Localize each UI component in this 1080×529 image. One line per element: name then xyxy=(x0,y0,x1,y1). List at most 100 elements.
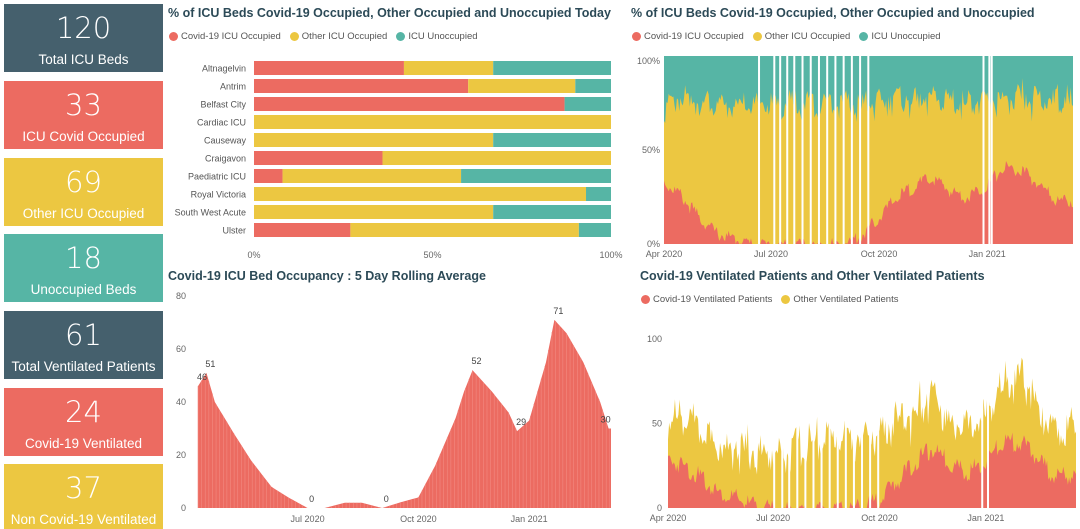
y-tick-label: 60 xyxy=(176,344,186,354)
bar-segment xyxy=(254,61,404,75)
y-tick-label: 80 xyxy=(176,291,186,301)
data-gap xyxy=(793,56,796,244)
data-gap xyxy=(990,56,993,244)
x-tick-label: Oct 2020 xyxy=(400,514,437,524)
legend-label: Covid-19 Ventilated Patients xyxy=(653,294,773,305)
data-label: 29 xyxy=(516,417,526,427)
y-tick-label: 100% xyxy=(637,56,660,66)
category-label: Causeway xyxy=(204,136,247,146)
data-gap xyxy=(861,322,864,509)
category-label: Paediatric ICU xyxy=(188,172,246,182)
legend-label: Other Ventilated Patients xyxy=(793,294,899,305)
bar-segment xyxy=(282,169,462,183)
legend-label: ICU Unoccupied xyxy=(871,31,941,42)
bar-segment xyxy=(254,151,383,165)
category-label: Royal Victoria xyxy=(191,190,246,200)
data-gap xyxy=(801,56,804,244)
data-gap xyxy=(988,56,991,244)
data-gap xyxy=(773,56,776,244)
kpi-icu-covid-occupied[interactable]: 33 ICU Covid Occupied xyxy=(4,81,163,149)
data-gap xyxy=(786,56,789,244)
x-tick-label: 100% xyxy=(599,250,622,260)
bar-segment xyxy=(254,79,469,93)
kpi-label: ICU Covid Occupied xyxy=(22,129,145,144)
bar-segment xyxy=(578,223,611,237)
bar-segment xyxy=(493,205,611,219)
legend-item[interactable]: Other Ventilated Patients xyxy=(781,294,898,305)
data-gap xyxy=(867,56,870,244)
kpi-covid-ventilated[interactable]: 24 Covid-19 Ventilated xyxy=(4,388,163,456)
kpi-non-covid-ventilated[interactable]: 37 Non Covid-19 Ventilated xyxy=(4,464,163,529)
covid-occupied-area xyxy=(664,160,1073,244)
y-tick-label: 50% xyxy=(642,145,660,155)
data-label: 51 xyxy=(205,359,215,369)
data-gap xyxy=(852,322,855,509)
kpi-value: 120 xyxy=(55,11,112,45)
x-tick-label: Oct 2020 xyxy=(861,513,898,523)
kpi-other-icu-occupied[interactable]: 69 Other ICU Occupied xyxy=(4,158,163,226)
kpi-label: Covid-19 Ventilated xyxy=(24,436,143,451)
data-gap xyxy=(834,56,837,244)
kpi-unoccupied-beds[interactable]: 18 Unoccupied Beds xyxy=(4,234,163,302)
kpi-value: 33 xyxy=(65,88,102,122)
y-tick-label: 50 xyxy=(652,418,662,428)
category-label: South West Acute xyxy=(175,208,246,218)
kpi-label: Other ICU Occupied xyxy=(22,206,145,221)
kpi-total-ventilated[interactable]: 61 Total Ventilated Patients xyxy=(4,311,163,379)
x-tick-label: Jan 2021 xyxy=(969,249,1006,259)
y-tick-label: 20 xyxy=(176,450,186,460)
data-gap xyxy=(828,322,831,509)
history-chart-title: % of ICU Beds Covid-19 Occupied, Other O… xyxy=(631,6,1035,20)
legend-dot-icon xyxy=(859,32,869,41)
legend-item[interactable]: Other ICU Occupied xyxy=(289,31,388,42)
data-label: 52 xyxy=(472,356,482,366)
ventilated-area-chart[interactable]: 0 50 100 Apr 2020 Jul 2020 Oct 2020 Jan 2021 xyxy=(640,312,1078,529)
ventilated-chart-legend: Covid-19 Ventilated Patients Other Venti… xyxy=(641,294,898,305)
today-bar-chart[interactable]: Altnagelvin Antrim Belfast City Cardiac ICU… xyxy=(168,50,623,265)
data-gap xyxy=(877,322,880,509)
bar-segment xyxy=(254,115,611,129)
covid-occupancy-area xyxy=(198,319,611,508)
history-area-chart[interactable]: 0% 50% 100% Apr 2020 Jul 2020 Oct 2020 Jan 202… xyxy=(628,50,1078,265)
data-gap xyxy=(781,322,784,509)
x-tick-label: Jul 2020 xyxy=(754,249,788,259)
data-gap xyxy=(836,322,839,509)
legend-item[interactable]: Covid-19 ICU Occupied xyxy=(632,31,744,42)
legend-label: Other ICU Occupied xyxy=(301,31,388,42)
legend-label: Covid-19 ICU Occupied xyxy=(644,31,744,42)
data-gap xyxy=(773,322,776,509)
bar-segment xyxy=(586,187,611,201)
legend-dot-icon xyxy=(169,32,178,41)
legend-dot-icon xyxy=(289,32,299,41)
data-gap xyxy=(981,322,984,509)
bar-segment xyxy=(403,61,494,75)
legend-item[interactable]: ICU Unoccupied xyxy=(396,31,478,42)
x-tick-label: Jan 2021 xyxy=(967,513,1004,523)
legend-item[interactable]: ICU Unoccupied xyxy=(859,31,941,42)
rolling-average-chart[interactable]: 0 20 40 60 80 46 51 0 0 52 29 71 30 Jul 2020 Oct 2020 J… xyxy=(168,288,623,529)
legend-item[interactable]: Covid-19 Ventilated Patients xyxy=(641,294,772,305)
category-label: Altnagelvin xyxy=(202,64,246,74)
y-tick-label: 0 xyxy=(181,503,186,513)
bar-segment xyxy=(254,133,494,147)
x-tick-label: 0% xyxy=(247,250,260,260)
y-tick-label: 0 xyxy=(657,503,662,513)
x-tick-label: 50% xyxy=(423,250,441,260)
legend-label: Covid-19 ICU Occupied xyxy=(181,31,281,42)
legend-label: ICU Unoccupied xyxy=(408,31,478,42)
bar-segment xyxy=(254,169,283,183)
data-gap xyxy=(817,56,820,244)
kpi-label: Total Ventilated Patients xyxy=(11,359,156,374)
bar-segment xyxy=(254,205,494,219)
data-gap xyxy=(987,322,990,509)
data-gap xyxy=(826,56,829,244)
legend-item[interactable]: Other ICU Occupied xyxy=(752,31,850,42)
legend-dot-icon xyxy=(632,32,641,41)
kpi-value: 18 xyxy=(65,241,102,275)
category-label: Antrim xyxy=(220,82,246,92)
legend-item[interactable]: Covid-19 ICU Occupied xyxy=(169,31,281,42)
kpi-total-icu-beds[interactable]: 120 Total ICU Beds xyxy=(4,4,163,72)
y-tick-label: 0% xyxy=(647,239,660,249)
today-chart-title: % of ICU Beds Covid-19 Occupied, Other O… xyxy=(168,6,611,20)
bar-segment xyxy=(382,151,611,165)
